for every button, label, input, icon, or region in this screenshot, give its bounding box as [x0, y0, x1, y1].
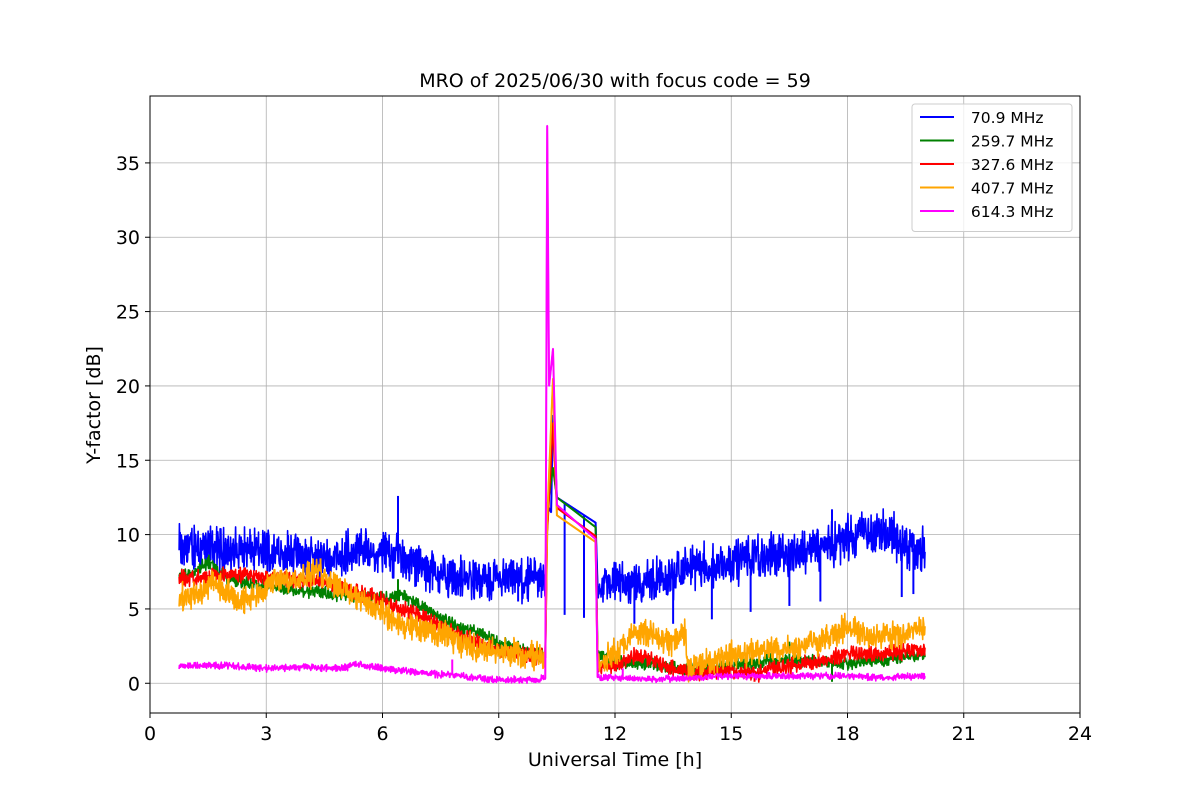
- series-jump: [544, 125, 599, 679]
- legend-label: 259.7 MHz: [966, 133, 1053, 151]
- y-tick-label: 0: [128, 673, 140, 695]
- y-tick-label: 15: [116, 450, 140, 472]
- y-axis-label: Y-factor [dB]: [83, 346, 105, 465]
- x-tick-label: 18: [835, 723, 859, 745]
- y-tick-label: 35: [116, 153, 140, 175]
- series-4: [178, 124, 926, 684]
- x-tick-label: 12: [603, 723, 627, 745]
- x-tick-label: 0: [144, 723, 156, 745]
- legend-label: 407.7 MHz: [966, 180, 1053, 198]
- y-tick-label: 30: [116, 227, 140, 249]
- x-tick-label: 3: [260, 723, 272, 745]
- legend-label: 70.9 MHz: [966, 109, 1044, 127]
- chart-title: MRO of 2025/06/30 with focus code = 59: [419, 70, 811, 92]
- y-tick-label: 25: [116, 302, 140, 324]
- legend-box: [911, 103, 1073, 232]
- x-axis: 0 3 6 9 12 15 18 21 24: [144, 713, 1092, 745]
- x-axis-label: Universal Time [h]: [528, 749, 702, 771]
- legend-label: 614.3 MHz: [966, 203, 1053, 221]
- x-tick-label: 6: [376, 723, 388, 745]
- y-tick-label: 20: [116, 376, 140, 398]
- y-tick-label: 10: [116, 525, 140, 547]
- x-tick-label: 21: [952, 723, 976, 745]
- legend-label: 327.6 MHz: [966, 156, 1053, 174]
- x-tick-label: 9: [493, 723, 505, 745]
- x-tick-label: 15: [719, 723, 743, 745]
- plot-area: [178, 124, 926, 684]
- legend: 70.9 MHz 259.7 MHz 327.6 MHz 407.7 MHz 6…: [911, 103, 1073, 232]
- y-tick-label: 5: [128, 599, 140, 621]
- y-axis: 0 5 10 15 20 25 30 35: [116, 153, 150, 695]
- x-tick-label: 24: [1068, 723, 1092, 745]
